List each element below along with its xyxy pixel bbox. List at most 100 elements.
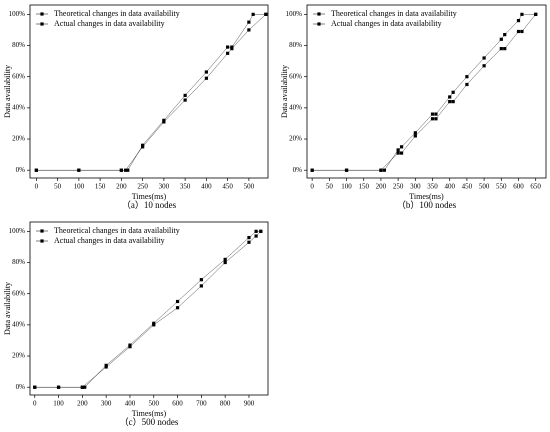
x-tick-label: 0 [35,183,39,191]
data-point [247,28,251,32]
y-tick-label: 0% [16,166,26,174]
data-point [175,299,180,304]
legend-label: Theoretical changes in data availability [331,9,457,18]
x-tick-label: 200 [376,183,387,191]
x-axis-label: Times(ms) [132,192,167,201]
y-tick-label: 0% [16,383,26,391]
data-point [247,240,251,244]
data-point [413,131,417,135]
x-axis-label: Times(ms) [132,409,167,418]
caption: （c）500 nodes [120,417,179,427]
x-tick-label: 900 [244,400,255,408]
legend-marker [40,22,44,26]
data-point [520,12,524,16]
y-tick-label: 80% [289,41,302,49]
data-point [183,93,187,97]
data-point [33,385,37,389]
data-point [254,229,258,233]
data-point [247,235,251,240]
x-tick-label: 200 [116,183,127,191]
x-tick-label: 0 [310,183,314,191]
data-point [223,257,227,262]
data-point [396,148,400,152]
data-point [379,168,383,172]
data-point [482,64,486,68]
data-point [430,117,435,121]
data-point [482,56,486,60]
y-axis-label: Data availability [280,65,289,118]
x-tick-label: 50 [326,183,334,191]
data-point [499,47,503,51]
x-tick-label: 300 [410,183,421,191]
data-point [126,168,130,172]
data-point [503,33,507,37]
data-point [226,51,230,55]
data-point [516,29,521,34]
data-point [534,12,538,16]
data-point [204,70,208,74]
data-point [264,12,268,16]
data-point [430,112,435,116]
data-point [413,134,417,138]
y-tick-label: 40% [12,103,25,111]
series-line [36,14,266,171]
data-point [119,168,123,172]
data-point [251,12,255,16]
x-tick-label: 400 [125,400,136,408]
legend-marker [317,22,321,26]
plot-frame [29,4,269,179]
plot-frame [306,4,547,179]
y-tick-label: 100% [9,227,26,235]
x-tick-label: 200 [77,400,88,408]
y-tick-label: 80% [12,258,25,266]
x-tick-label: 500 [149,400,160,408]
data-point [516,18,521,23]
x-tick-label: 350 [180,183,191,191]
data-point [83,385,87,389]
y-tick-label: 60% [289,72,302,80]
data-point [199,278,203,282]
data-point [204,76,208,80]
data-point [434,117,438,121]
x-tick-label: 600 [513,183,524,191]
data-point [152,323,156,327]
data-point [34,168,38,172]
y-tick-label: 60% [12,289,25,297]
x-tick-label: 100 [74,183,85,191]
data-point [310,168,314,172]
x-tick-label: 600 [172,400,183,408]
x-tick-label: 300 [159,183,170,191]
x-tick-label: 500 [479,183,490,191]
data-point [175,306,180,310]
data-point [254,234,258,238]
x-tick-label: 250 [137,183,148,191]
x-tick-label: 550 [496,183,507,191]
data-point [56,385,61,389]
data-point [199,284,203,288]
plot-frame [29,221,269,396]
series-line [34,231,262,388]
data-point [503,47,507,51]
data-point [465,75,469,79]
series-line [34,231,261,388]
x-tick-label: 400 [444,183,455,191]
x-tick-label: 650 [530,183,541,191]
x-tick-label: 0 [33,400,37,408]
y-axis-label: Data availability [3,282,12,335]
data-point [344,168,349,172]
x-tick-label: 350 [427,183,438,191]
x-tick-label: 100 [341,183,352,191]
data-point [399,151,404,155]
data-point [434,112,438,116]
x-tick-label: 100 [53,400,64,408]
data-point [499,37,503,41]
data-point [259,229,263,233]
legend-marker [40,12,44,16]
data-point [382,168,386,172]
data-point [124,168,128,172]
y-tick-label: 80% [12,41,25,49]
legend-label: Theoretical changes in data availability [54,226,180,235]
data-point [247,20,251,24]
data-point [451,100,455,104]
